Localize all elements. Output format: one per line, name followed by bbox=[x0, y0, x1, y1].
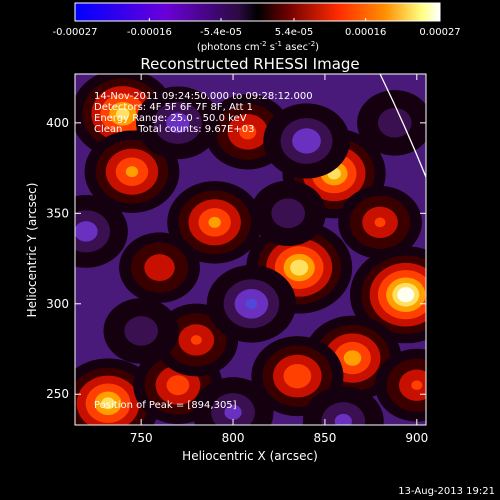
heatmap-blob bbox=[302, 386, 384, 425]
y-tick-label: 250 bbox=[46, 387, 69, 401]
y-axis-label: Heliocentric Y (arcsec) bbox=[25, 183, 39, 318]
colorbar-ticks: -0.00027 -0.00016 -5.4e-05 5.4e-05 0.00016 0.… bbox=[53, 18, 461, 38]
footer-timestamp: 13-Aug-2013 19:21 bbox=[398, 486, 495, 497]
heatmap-contour bbox=[208, 216, 221, 228]
x-axis-label: Heliocentric X (arcsec) bbox=[182, 449, 318, 463]
heatmap-contour bbox=[377, 108, 412, 138]
heatmap-contour bbox=[101, 397, 115, 410]
y-tick-label: 400 bbox=[46, 116, 69, 130]
heatmap-blob bbox=[119, 232, 200, 303]
heatmap-blob bbox=[246, 221, 353, 314]
heatmap-contour bbox=[166, 112, 190, 134]
heatmap-contour bbox=[239, 124, 257, 140]
annotation-energy-range: Energy Range: 25.0 - 50.0 keV bbox=[94, 113, 247, 124]
y-tick-label: 300 bbox=[46, 297, 69, 311]
x-tick-label: 750 bbox=[130, 431, 153, 445]
heatmap-contour bbox=[290, 259, 309, 276]
heatmap-blob bbox=[136, 86, 220, 160]
heatmap-contour bbox=[75, 221, 98, 242]
peak-position-label: Position of Peak = [894,305] bbox=[94, 400, 237, 411]
heatmap-blob bbox=[350, 246, 426, 344]
annotation-block: 14-Nov-2011 09:24:50.000 to 09:28:12.000… bbox=[94, 91, 313, 135]
heatmap-contour bbox=[124, 316, 158, 346]
heatmap-contour bbox=[283, 363, 312, 389]
heatmap-blob bbox=[75, 195, 128, 268]
heatmap-contour bbox=[125, 166, 139, 178]
colorbar bbox=[74, 2, 441, 22]
heatmap-contour bbox=[292, 128, 321, 154]
heatmap-blob bbox=[338, 185, 422, 259]
heatmap-blob bbox=[192, 377, 274, 425]
colorbar-tick-label: -0.00027 bbox=[53, 27, 98, 38]
heatmap-blob bbox=[357, 90, 426, 156]
heatmap-blob bbox=[206, 264, 297, 343]
colorbar-tick-label: -0.00016 bbox=[127, 27, 172, 38]
heatmap-blob bbox=[374, 348, 426, 422]
annotation-detectors: Detectors: 4F 5F 6F 7F 8F, Att 1 bbox=[94, 102, 253, 113]
x-tick-label: 900 bbox=[405, 431, 428, 445]
colorbar-units: (photons cm-2 s-1 asec-2) bbox=[197, 40, 319, 53]
heatmap-contour bbox=[190, 335, 202, 345]
heatmap-contour bbox=[343, 350, 362, 366]
annotation-time-range: 14-Nov-2011 09:24:50.000 to 09:28:12.000 bbox=[94, 91, 313, 102]
heatmap-contour bbox=[224, 404, 242, 420]
annotation-counts: Clean Total counts: 9.67E+03 bbox=[94, 124, 254, 135]
heatmap-contour bbox=[271, 198, 306, 229]
heatmap-contour bbox=[144, 254, 175, 282]
heatmap-contour bbox=[116, 107, 130, 120]
heatmap-blob bbox=[103, 298, 179, 364]
x-tick-label: 850 bbox=[313, 431, 336, 445]
heatmap-blob bbox=[167, 181, 263, 264]
heatmap-contour bbox=[374, 217, 386, 228]
solar-limb-curve bbox=[379, 74, 426, 178]
colorbar-tick-label: -5.4e-05 bbox=[200, 27, 242, 38]
heatmap-layer bbox=[75, 74, 426, 425]
y-tick-label: 350 bbox=[46, 206, 69, 220]
colorbar-tick-label: 5.4e-05 bbox=[275, 27, 313, 38]
x-tick-label: 800 bbox=[222, 431, 245, 445]
heatmap-contour bbox=[321, 402, 366, 425]
colorbar-tick-label: 0.00027 bbox=[419, 27, 460, 38]
heatmap-blob bbox=[250, 180, 326, 247]
chart-title: Reconstructed RHESSI Image bbox=[140, 55, 359, 73]
heatmap-contour bbox=[411, 380, 423, 390]
plot-frame bbox=[74, 73, 427, 426]
heatmap-contour bbox=[245, 298, 258, 309]
heatmap-contour bbox=[397, 287, 415, 303]
axis-ticks: 750 800 850 900 250 300 350 400 bbox=[46, 74, 428, 445]
colorbar-tick-label: 0.00016 bbox=[345, 27, 386, 38]
heatmap-contour bbox=[166, 375, 190, 396]
heatmap-contour bbox=[334, 413, 352, 425]
heatmap-blob bbox=[263, 103, 350, 179]
